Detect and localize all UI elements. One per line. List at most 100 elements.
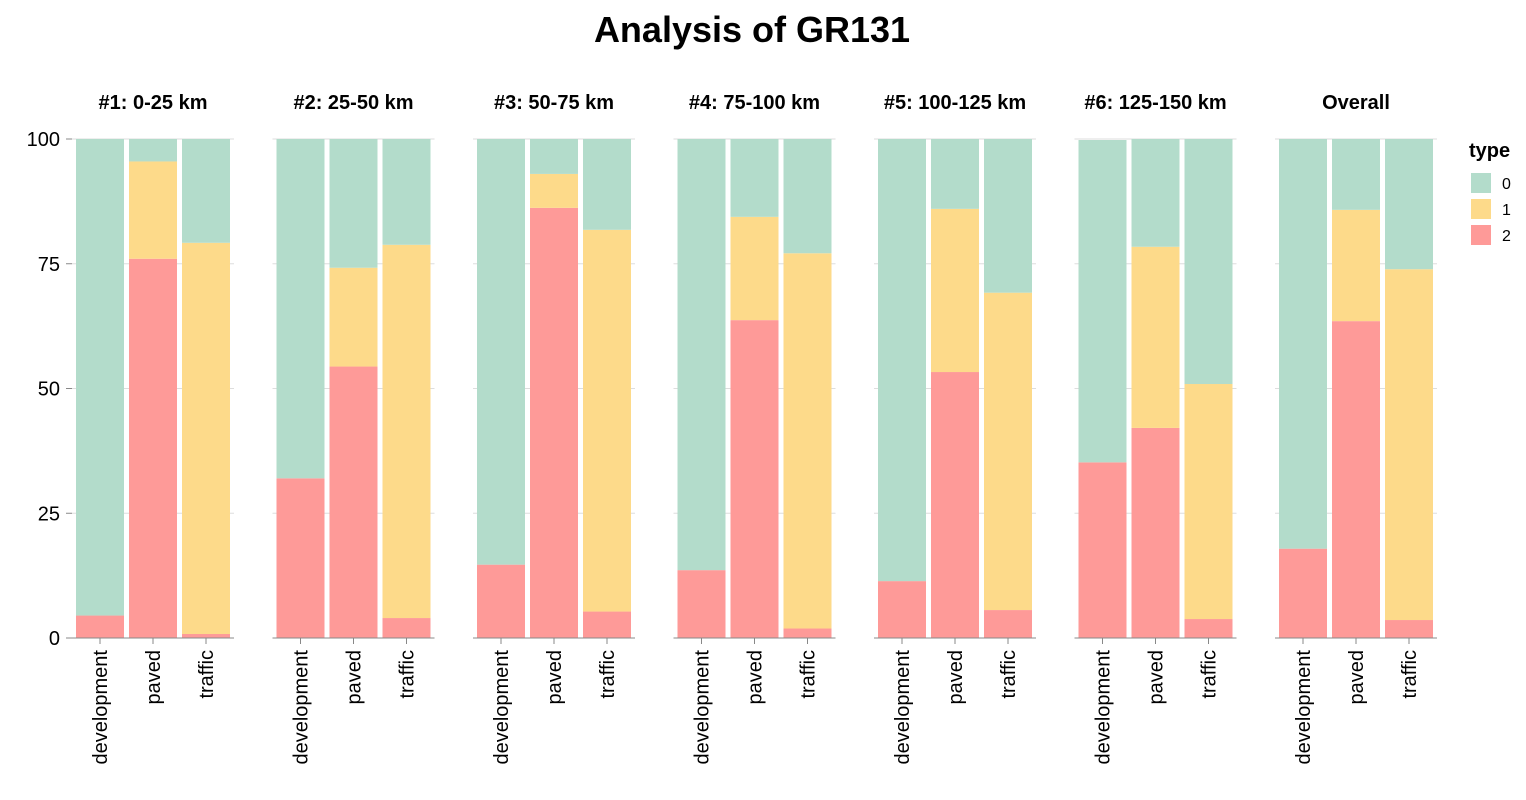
bar-segment-type-1 bbox=[1131, 246, 1180, 428]
bar-segment-type-1 bbox=[1184, 384, 1233, 620]
legend: type 0 1 2 bbox=[1469, 140, 1511, 245]
x-tick-label: development bbox=[291, 650, 313, 765]
bar-segment-type-0 bbox=[477, 139, 525, 565]
legend-label: 2 bbox=[1502, 228, 1511, 245]
bar-segment-type-0 bbox=[276, 139, 325, 479]
facet-title: #5: 100-125 km bbox=[884, 92, 1026, 114]
bar-segment-type-1 bbox=[783, 253, 832, 629]
legend-swatch bbox=[1471, 199, 1491, 219]
facet: #2: 25-50 km development paved traffic bbox=[272, 92, 435, 765]
bar-segment-type-2 bbox=[677, 570, 726, 638]
bar-segment-type-0 bbox=[1385, 139, 1433, 270]
bar-segment-type-1 bbox=[931, 208, 979, 373]
bar-segment-type-2 bbox=[1385, 620, 1433, 638]
bar-segment-type-0 bbox=[1078, 139, 1127, 463]
y-tick-label: 25 bbox=[38, 503, 60, 525]
facet: #1: 0-25 km development paved traffic bbox=[72, 92, 234, 765]
legend-label: 1 bbox=[1502, 202, 1511, 219]
x-tick-label: paved bbox=[344, 650, 366, 705]
x-tick-label: paved bbox=[1346, 650, 1368, 705]
bar-segment-type-0 bbox=[878, 139, 926, 582]
bar-segment-type-2 bbox=[1279, 548, 1327, 638]
bar-segment-type-0 bbox=[984, 139, 1032, 293]
x-tick-label: traffic bbox=[196, 650, 218, 699]
x-tick-label: development bbox=[90, 650, 112, 765]
bar-segment-type-0 bbox=[1279, 139, 1327, 549]
facet: #4: 75-100 km development paved traffic bbox=[673, 92, 836, 765]
y-tick-label: 100 bbox=[27, 129, 60, 151]
facet: #3: 50-75 km development paved traffic bbox=[473, 92, 635, 765]
bar-segment-type-1 bbox=[182, 242, 230, 635]
bar-segment-type-2 bbox=[931, 372, 979, 638]
legend-swatch bbox=[1471, 225, 1491, 245]
bar-segment-type-2 bbox=[1078, 462, 1127, 638]
bar-segment-type-2 bbox=[276, 478, 325, 638]
y-tick-label: 50 bbox=[38, 379, 60, 401]
bar-segment-type-2 bbox=[182, 634, 230, 638]
bar-segment-type-1 bbox=[583, 229, 631, 612]
bar-segment-type-1 bbox=[1385, 269, 1433, 621]
x-tick-label: traffic bbox=[1399, 650, 1421, 699]
facet-title: #4: 75-100 km bbox=[689, 92, 820, 114]
bar-segment-type-0 bbox=[1184, 139, 1233, 385]
x-tick-label: paved bbox=[945, 650, 967, 705]
bar-segment-type-1 bbox=[382, 244, 431, 619]
facet: Overall development paved traffic bbox=[1275, 92, 1437, 765]
bar-segment-type-2 bbox=[329, 366, 378, 638]
facet-title: Overall bbox=[1322, 92, 1390, 114]
bar-segment-type-2 bbox=[76, 615, 124, 638]
bar-segment-type-1 bbox=[530, 173, 578, 208]
facet-title: #3: 50-75 km bbox=[494, 92, 614, 114]
x-tick-label: development bbox=[692, 650, 714, 765]
x-tick-label: traffic bbox=[597, 650, 619, 699]
x-tick-label: paved bbox=[143, 650, 165, 705]
bar-segment-type-0 bbox=[783, 139, 832, 254]
bar-segment-type-1 bbox=[984, 292, 1032, 611]
bar-segment-type-0 bbox=[329, 139, 378, 268]
bar-segment-type-2 bbox=[477, 564, 525, 638]
facet-title: #2: 25-50 km bbox=[293, 92, 413, 114]
bar-segment-type-0 bbox=[1332, 139, 1380, 210]
x-tick-label: paved bbox=[544, 650, 566, 705]
x-tick-label: traffic bbox=[998, 650, 1020, 699]
facet-title: #6: 125-150 km bbox=[1084, 92, 1226, 114]
chart-title: Analysis of GR131 bbox=[594, 9, 910, 50]
bar-segment-type-0 bbox=[182, 139, 230, 243]
y-tick-label: 0 bbox=[49, 628, 60, 650]
facet: #5: 100-125 km development paved traffic bbox=[874, 92, 1036, 765]
bar-segment-type-1 bbox=[329, 267, 378, 367]
facet: #6: 125-150 km development paved traffic bbox=[1074, 92, 1237, 765]
bar-segment-type-2 bbox=[1332, 321, 1380, 638]
x-tick-label: paved bbox=[745, 650, 767, 705]
bar-segment-type-0 bbox=[1131, 139, 1180, 247]
bar-segment-type-2 bbox=[1131, 427, 1180, 638]
bar-segment-type-0 bbox=[677, 139, 726, 571]
bar-segment-type-0 bbox=[931, 139, 979, 209]
bar-segment-type-1 bbox=[129, 161, 177, 259]
bar-segment-type-0 bbox=[730, 139, 779, 217]
bar-segment-type-0 bbox=[382, 139, 431, 245]
bar-segment-type-2 bbox=[530, 207, 578, 638]
x-tick-label: traffic bbox=[1199, 650, 1221, 699]
facet-title: #1: 0-25 km bbox=[99, 92, 208, 114]
x-tick-label: development bbox=[491, 650, 513, 765]
x-tick-label: development bbox=[1293, 650, 1315, 765]
x-tick-label: development bbox=[892, 650, 914, 765]
bar-segment-type-2 bbox=[984, 610, 1032, 638]
legend-swatch bbox=[1471, 173, 1491, 193]
bar-segment-type-1 bbox=[1332, 209, 1380, 322]
bar-segment-type-2 bbox=[129, 258, 177, 638]
x-tick-label: traffic bbox=[798, 650, 820, 699]
bar-segment-type-1 bbox=[730, 216, 779, 321]
legend-title: type bbox=[1469, 140, 1510, 162]
x-tick-label: traffic bbox=[397, 650, 419, 699]
bar-segment-type-0 bbox=[583, 139, 631, 230]
bar-segment-type-0 bbox=[129, 139, 177, 162]
bar-segment-type-0 bbox=[76, 139, 124, 616]
bar-segment-type-2 bbox=[783, 628, 832, 638]
y-axis: 0 25 50 75 100 bbox=[27, 129, 72, 650]
y-tick-label: 75 bbox=[38, 254, 60, 276]
x-tick-label: development bbox=[1093, 650, 1115, 765]
